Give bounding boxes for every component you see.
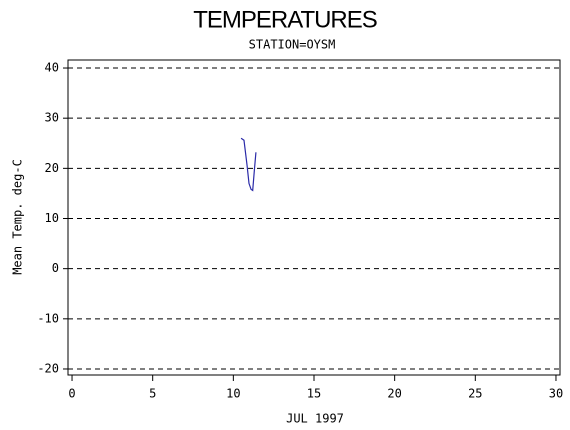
y-axis-label: Mean Temp. deg-C — [11, 159, 25, 275]
y-tick-label: 10 — [45, 211, 59, 225]
y-tick-label: -20 — [37, 361, 59, 375]
x-tick-label: 10 — [226, 387, 240, 401]
chart-subtitle: STATION=OYSM — [249, 38, 336, 52]
line-series — [240, 137, 257, 192]
x-tick-label: 20 — [387, 387, 401, 401]
x-tick-label: 30 — [549, 387, 563, 401]
y-tick-label: -10 — [37, 311, 59, 325]
x-tick-label: 5 — [149, 387, 156, 401]
y-tick-label: 20 — [45, 161, 59, 175]
y-tick-label: 40 — [45, 61, 59, 75]
chart-title: TEMPERATURES — [193, 6, 377, 33]
x-tick-label: 25 — [468, 387, 482, 401]
x-axis-label: JUL 1997 — [286, 412, 344, 426]
x-tick-label: 0 — [68, 387, 75, 401]
plot-frame — [67, 59, 561, 376]
x-tick-label: 15 — [307, 387, 321, 401]
y-tick-label: 0 — [52, 261, 59, 275]
y-tick-label: 30 — [45, 111, 59, 125]
